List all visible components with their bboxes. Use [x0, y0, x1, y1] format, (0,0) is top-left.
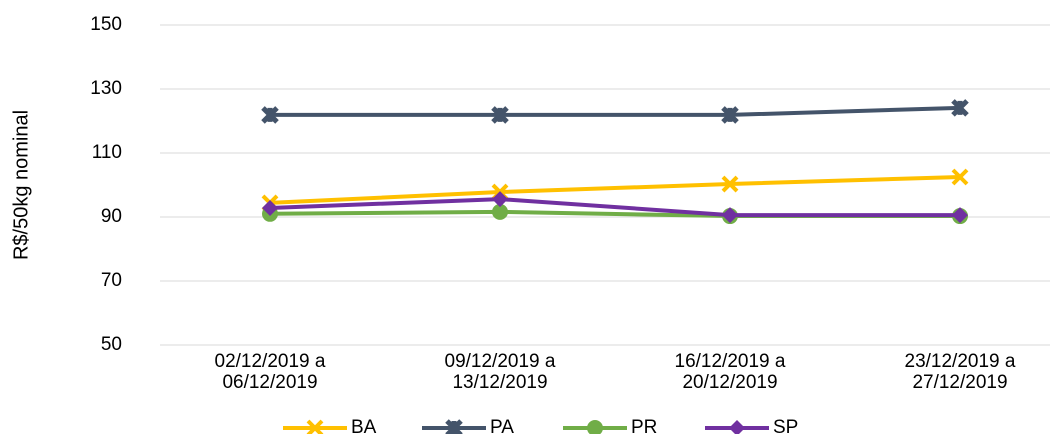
legend-marker	[306, 419, 324, 434]
legend-label: BA	[351, 417, 377, 434]
point	[261, 106, 279, 124]
x-tick-label: 06/12/2019	[222, 372, 317, 393]
point	[492, 191, 508, 208]
legend-label: SP	[773, 417, 798, 434]
point	[951, 99, 969, 117]
x-tick-label: 09/12/2019 a	[445, 351, 556, 372]
series-line	[270, 105, 961, 117]
point	[951, 168, 969, 186]
y-tick-label: 70	[101, 270, 122, 291]
legend-marker	[729, 420, 745, 434]
y-tick-label: 50	[101, 334, 122, 355]
point	[491, 106, 509, 124]
point	[952, 207, 968, 224]
x-tick-label: 23/12/2019 a	[905, 351, 1016, 372]
point	[492, 203, 508, 220]
y-tick-label: 110	[92, 142, 122, 163]
legend-marker	[587, 420, 603, 434]
y-tick-label: 130	[90, 78, 122, 99]
x-tick-label: 20/12/2019	[682, 372, 777, 393]
point	[721, 175, 739, 193]
series-line	[269, 175, 961, 205]
legend-marker	[445, 419, 463, 434]
y-axis-label: R$/50kg nominal	[10, 110, 32, 260]
series-line	[269, 197, 960, 218]
point	[262, 200, 278, 217]
point	[721, 106, 739, 124]
legend-label: PR	[631, 417, 657, 434]
x-tick-label: 27/12/2019	[912, 372, 1007, 393]
x-tick-label: 02/12/2019 a	[215, 351, 326, 372]
legend-label: PA	[490, 417, 514, 434]
x-tick-label: 13/12/2019	[452, 372, 547, 393]
point	[722, 207, 738, 224]
y-tick-label: 150	[90, 14, 122, 35]
x-tick-label: 16/12/2019 a	[675, 351, 786, 372]
y-tick-label: 90	[101, 206, 122, 227]
